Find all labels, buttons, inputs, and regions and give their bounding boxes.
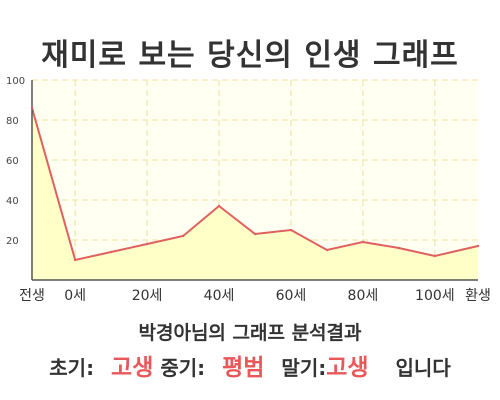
y-tick-labels: 20 40 60 80 100 <box>6 76 25 247</box>
data-point <box>325 248 329 252</box>
x-tick-label: 전생 <box>19 288 45 304</box>
data-point <box>253 232 257 236</box>
x-tick-label: 60세 <box>276 288 307 304</box>
data-point <box>361 240 365 244</box>
data-point <box>289 228 293 232</box>
y-tick-label: 100 <box>6 76 25 87</box>
x-tick-label: 20세 <box>132 288 163 304</box>
data-point <box>109 250 113 254</box>
data-point <box>476 244 480 248</box>
y-tick-label: 80 <box>6 116 19 127</box>
y-tick-label: 60 <box>6 156 19 167</box>
data-point <box>397 246 401 250</box>
early-value: 고생 <box>111 355 154 381</box>
data-point <box>181 234 185 238</box>
result-suffix: 입니다 <box>395 356 451 380</box>
middle-label: 중기: <box>160 356 206 380</box>
x-tick-label: 환생 <box>465 288 491 304</box>
x-tick-labels: 전생 0세 20세 40세 60세 80세 100세 환생 <box>19 288 491 304</box>
late-label: 말기: <box>281 356 327 380</box>
grid-lines <box>32 79 478 280</box>
data-points <box>30 106 480 262</box>
data-point <box>433 254 437 258</box>
life-area-fill <box>32 108 478 280</box>
x-tick-label: 0세 <box>64 288 86 304</box>
analysis-caption: 박경아님의 그래프 분석결과 <box>138 322 362 344</box>
data-point <box>217 204 221 208</box>
y-tick-label: 40 <box>6 196 19 207</box>
x-tick-label: 40세 <box>204 288 235 304</box>
chart-title: 재미로 보는 당신의 인생 그래프 <box>41 38 459 73</box>
data-point <box>73 258 77 262</box>
x-tick-label: 80세 <box>348 288 379 304</box>
middle-value: 평범 <box>222 355 265 381</box>
x-tick-label: 100세 <box>415 288 455 304</box>
data-point <box>30 106 34 110</box>
y-tick-label: 20 <box>6 236 19 247</box>
data-point <box>145 242 149 246</box>
late-value: 고생 <box>326 355 369 381</box>
early-label: 초기: <box>49 356 95 380</box>
analysis-result: 초기: 고생 중기: 평범 말기:고생 입니다 <box>0 348 500 382</box>
